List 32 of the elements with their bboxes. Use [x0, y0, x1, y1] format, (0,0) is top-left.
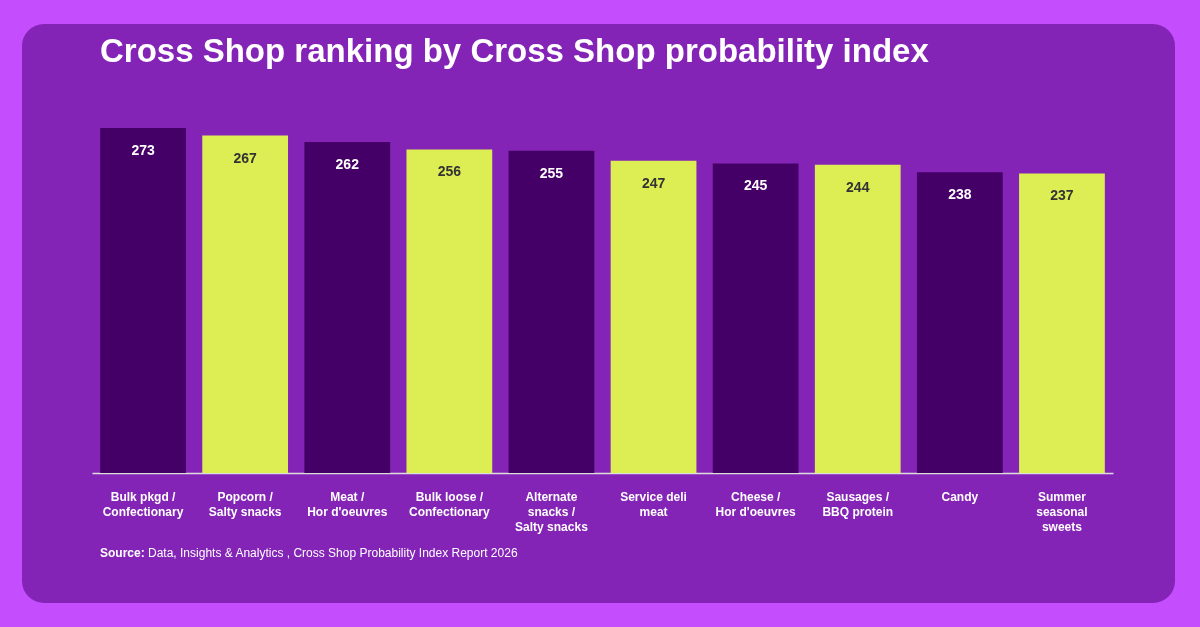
bar [304, 141, 391, 473]
data-label: 267 [233, 149, 258, 166]
bar [712, 163, 799, 473]
bar [610, 160, 697, 473]
source-note: Source: Data, Insights & Analytics , Cross Shop Probability Index Report 2026 [100, 546, 518, 560]
bar [202, 135, 289, 473]
bar [814, 164, 901, 473]
data-label: 256 [437, 163, 462, 180]
data-label: 247 [641, 174, 666, 191]
bar [1019, 173, 1105, 473]
data-label: 238 [948, 186, 972, 203]
bar [916, 172, 1003, 473]
data-label: 237 [1050, 187, 1074, 204]
bar [406, 149, 493, 473]
data-label: 244 [846, 178, 870, 195]
x-tick-label: Candy [941, 489, 979, 504]
chart-title: Cross Shop ranking by Cross Shop probability index [100, 32, 930, 69]
bar [100, 128, 186, 473]
x-tick-label: Meat / Hor d'oeuvres [307, 489, 388, 519]
x-tick-label: Popcorn / Salty snacks [208, 489, 282, 519]
x-tick-label: Sausages / BBQ protein [822, 489, 894, 519]
data-label: 245 [743, 177, 768, 194]
x-tick-label: Service deli meat [620, 489, 687, 519]
x-tick-label: Bulk loose / Confectionary [409, 489, 491, 519]
bar [508, 150, 595, 473]
x-tick-label: Summer seasonal sweets [1036, 489, 1088, 534]
x-tick-label: Bulk pkgd / Confectionary [102, 489, 184, 519]
data-label: 273 [131, 142, 155, 158]
data-label: 262 [335, 155, 360, 172]
x-tick-label: Alternate snacks / Salty snacks [515, 489, 589, 534]
data-label: 255 [539, 164, 564, 181]
x-tick-label: Cheese / Hor d'oeuvres [715, 489, 797, 519]
